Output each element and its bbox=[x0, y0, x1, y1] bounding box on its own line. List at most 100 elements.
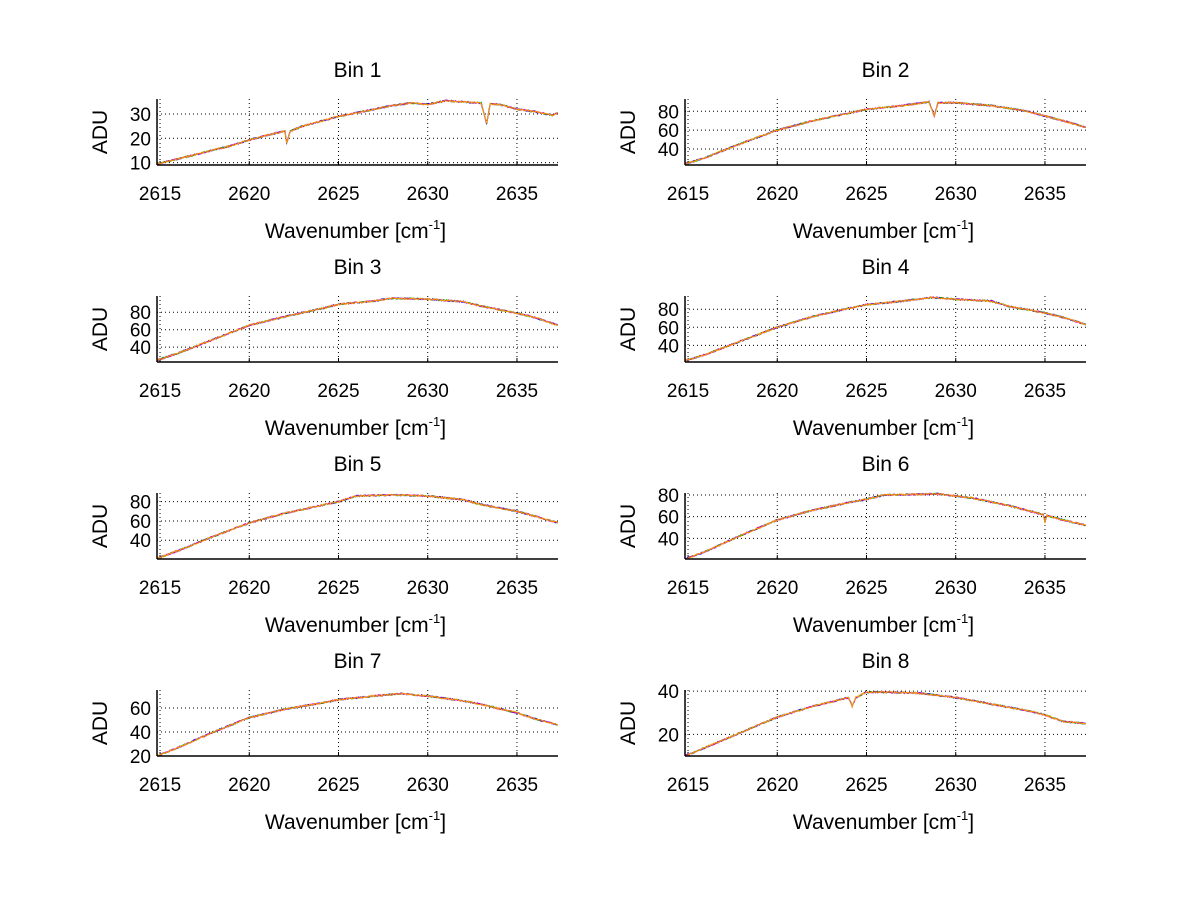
subplot-title: Bin 4 bbox=[862, 256, 910, 279]
y-tick-label: 40 bbox=[658, 140, 679, 161]
y-tick-label: 20 bbox=[658, 725, 679, 746]
subplot-bin-8: Bin 8 2615 2620 2625 2630 2635 20 40 Wavenumber … bbox=[617, 650, 1086, 834]
y-tick-label: 40 bbox=[658, 336, 679, 357]
x-axis-label: Wavenumber [cm-1] bbox=[793, 808, 974, 834]
series-line-3 bbox=[157, 493, 558, 559]
series-line-2 bbox=[157, 692, 558, 756]
x-tick-label: 2635 bbox=[496, 775, 538, 796]
x-axis-label: Wavenumber [cm-1] bbox=[793, 217, 974, 243]
series-line-2 bbox=[685, 296, 1086, 361]
series-line-2 bbox=[685, 492, 1086, 559]
subplot-bin-7: Bin 7 2615 2620 2625 2630 2635 20 40 60 Wavenumbe… bbox=[89, 650, 558, 834]
x-tick-label: 2635 bbox=[496, 578, 538, 599]
y-tick-label: 80 bbox=[130, 493, 151, 514]
x-tick-label: 2630 bbox=[407, 184, 449, 205]
x-tick-label: 2635 bbox=[1024, 578, 1066, 599]
series-line-3 bbox=[157, 692, 558, 756]
x-axis-label-close: ] bbox=[440, 417, 446, 440]
x-tick-label: 2620 bbox=[228, 775, 270, 796]
y-tick-label: 40 bbox=[130, 531, 151, 552]
series-line-3 bbox=[157, 296, 558, 362]
y-tick-label: 60 bbox=[130, 512, 151, 533]
subplot-bin-1: Bin 1 2615 2620 2625 2630 2635 10 20 30 Wavenumbe… bbox=[89, 59, 558, 243]
x-axis-label-main: Wavenumber [cm bbox=[793, 811, 957, 834]
x-axis-label-superscript: -1 bbox=[957, 808, 969, 823]
series-line-2 bbox=[157, 493, 558, 559]
subplot-title: Bin 7 bbox=[334, 650, 382, 673]
x-tick-label: 2625 bbox=[845, 578, 887, 599]
x-tick-label: 2615 bbox=[139, 184, 181, 205]
series-line-4 bbox=[157, 493, 558, 559]
x-tick-label: 2630 bbox=[407, 381, 449, 402]
y-tick-label: 40 bbox=[130, 723, 151, 744]
y-tick-label: 60 bbox=[658, 508, 679, 529]
x-tick-label: 2615 bbox=[667, 775, 709, 796]
series-line-4 bbox=[157, 297, 558, 361]
x-tick-label: 2620 bbox=[228, 381, 270, 402]
series-line-1 bbox=[685, 690, 1086, 756]
y-axis-label: ADU bbox=[89, 504, 112, 548]
x-axis-label: Wavenumber [cm-1] bbox=[265, 808, 446, 834]
y-axis-label: ADU bbox=[617, 110, 640, 154]
subplot-title: Bin 2 bbox=[862, 59, 910, 82]
x-tick-label: 2625 bbox=[317, 381, 359, 402]
x-axis-label-close: ] bbox=[440, 220, 446, 243]
x-tick-label: 2625 bbox=[317, 578, 359, 599]
x-tick-label: 2615 bbox=[139, 578, 181, 599]
y-tick-label: 60 bbox=[658, 318, 679, 339]
series-line-1 bbox=[157, 296, 558, 362]
x-tick-label: 2630 bbox=[935, 184, 977, 205]
series-line-4 bbox=[685, 296, 1086, 362]
series-line-4 bbox=[685, 492, 1086, 559]
subplot-title: Bin 8 bbox=[862, 650, 910, 673]
x-tick-label: 2630 bbox=[407, 775, 449, 796]
series-line-3 bbox=[685, 492, 1086, 559]
y-axis-label: ADU bbox=[617, 504, 640, 548]
series-line-1 bbox=[157, 99, 558, 165]
y-axis-label: ADU bbox=[89, 701, 112, 745]
x-tick-label: 2635 bbox=[1024, 184, 1066, 205]
x-tick-label: 2620 bbox=[756, 184, 798, 205]
series-line-2 bbox=[157, 297, 558, 361]
y-tick-label: 40 bbox=[658, 682, 679, 703]
x-tick-label: 2625 bbox=[317, 775, 359, 796]
x-axis-label-close: ] bbox=[440, 614, 446, 637]
x-axis-label-superscript: -1 bbox=[957, 217, 969, 232]
x-axis-label-close: ] bbox=[440, 811, 446, 834]
y-tick-label: 80 bbox=[130, 303, 151, 324]
series-line-1 bbox=[685, 296, 1086, 362]
x-axis-label: Wavenumber [cm-1] bbox=[265, 611, 446, 637]
x-tick-label: 2620 bbox=[228, 578, 270, 599]
y-tick-label: 80 bbox=[658, 300, 679, 321]
x-tick-label: 2635 bbox=[1024, 775, 1066, 796]
x-tick-label: 2620 bbox=[228, 184, 270, 205]
x-tick-label: 2620 bbox=[756, 775, 798, 796]
y-tick-label: 80 bbox=[658, 486, 679, 507]
x-axis-label-close: ] bbox=[968, 220, 974, 243]
subplot-title: Bin 1 bbox=[334, 59, 382, 82]
series-line-4 bbox=[157, 99, 558, 165]
x-tick-label: 2615 bbox=[667, 578, 709, 599]
x-tick-label: 2615 bbox=[139, 775, 181, 796]
x-axis-label-superscript: -1 bbox=[957, 611, 969, 626]
y-tick-label: 40 bbox=[130, 338, 151, 359]
x-axis-label: Wavenumber [cm-1] bbox=[265, 217, 446, 243]
x-axis-label-main: Wavenumber [cm bbox=[793, 220, 957, 243]
x-axis-label-main: Wavenumber [cm bbox=[793, 614, 957, 637]
subplot-title: Bin 3 bbox=[334, 256, 382, 279]
series-line-4 bbox=[685, 690, 1086, 756]
x-tick-label: 2630 bbox=[935, 578, 977, 599]
x-tick-label: 2635 bbox=[496, 184, 538, 205]
subplot-title: Bin 6 bbox=[862, 453, 910, 476]
x-axis-label: Wavenumber [cm-1] bbox=[265, 414, 446, 440]
x-tick-label: 2620 bbox=[756, 381, 798, 402]
x-axis-label-superscript: -1 bbox=[429, 611, 441, 626]
x-tick-label: 2625 bbox=[317, 184, 359, 205]
y-axis-label: ADU bbox=[89, 307, 112, 351]
x-tick-label: 2630 bbox=[935, 381, 977, 402]
